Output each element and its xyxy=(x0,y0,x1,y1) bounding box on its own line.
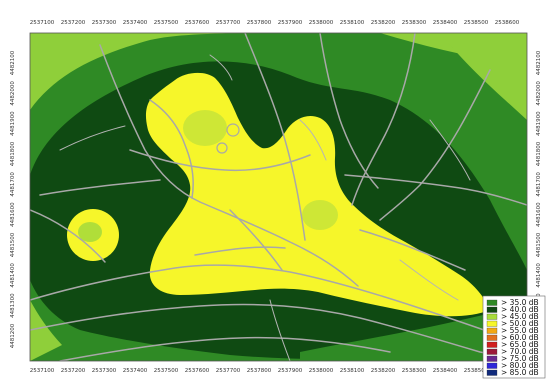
y-tick-label-left: 4481600 xyxy=(10,202,16,227)
x-tick-label-bottom: 2538000 xyxy=(309,368,334,374)
legend-label: > 50.0 dB xyxy=(501,319,539,328)
x-tick-label-top: 2537600 xyxy=(185,20,210,26)
legend-label: > 70.0 dB xyxy=(501,347,539,356)
x-tick-label-bottom: 2537100 xyxy=(30,368,55,374)
legend-swatch xyxy=(486,306,498,313)
y-tick-label-right: 4481600 xyxy=(536,202,542,227)
legend-swatch xyxy=(486,313,498,320)
y-tick-label-left: 4481500 xyxy=(10,232,16,257)
x-tick-label-top: 2538000 xyxy=(309,20,334,26)
legend-swatch xyxy=(486,341,498,348)
y-tick-label-left: 4481200 xyxy=(10,323,16,348)
y-tick-label-left: 4481300 xyxy=(10,293,16,318)
x-tick-label-top: 2537100 xyxy=(30,20,55,26)
x-tick-label-top: 2537300 xyxy=(92,20,117,26)
legend-swatch xyxy=(486,362,498,369)
legend-swatch xyxy=(486,320,498,327)
x-tick-label-top: 2538200 xyxy=(371,20,396,26)
x-tick-label-top: 2538100 xyxy=(340,20,365,26)
road-network xyxy=(30,33,527,361)
legend-label: > 85.0 dB xyxy=(501,368,539,377)
y-tick-label-right: 4482100 xyxy=(536,50,542,75)
legend-swatch xyxy=(486,334,498,341)
map-frame xyxy=(29,32,528,362)
y-tick-label-right: 4481800 xyxy=(536,141,542,166)
x-tick-label-bottom: 2538100 xyxy=(340,368,365,374)
x-axis-ticks-bottom: 2537100 2537200 2537300 2537400 2537500 25376… xyxy=(30,368,520,374)
x-tick-label-bottom: 2537200 xyxy=(61,368,86,374)
x-tick-label-bottom: 2538400 xyxy=(433,368,458,374)
zone-light-green-southwest xyxy=(30,300,62,361)
y-tick-label-left: 4481800 xyxy=(10,141,16,166)
zone-speckle-circle xyxy=(78,222,102,242)
x-tick-label-bottom: 2537500 xyxy=(154,368,179,374)
legend-label: > 45.0 dB xyxy=(501,312,539,321)
y-tick-label-left: 4481700 xyxy=(10,172,16,197)
y-tick-label-right: 4481700 xyxy=(536,172,542,197)
x-tick-label-top: 2538500 xyxy=(464,20,489,26)
x-tick-label-bottom: 2538200 xyxy=(371,368,396,374)
x-tick-label-bottom: 2538300 xyxy=(402,368,427,374)
x-tick-label-bottom: 2537900 xyxy=(278,368,303,374)
legend-label: > 60.0 dB xyxy=(501,333,539,342)
zone-yellow xyxy=(145,72,490,317)
legend-label: > 55.0 dB xyxy=(501,326,539,335)
x-tick-label-top: 2538400 xyxy=(433,20,458,26)
legend-label: > 75.0 dB xyxy=(501,354,539,363)
x-tick-label-bottom: 2537400 xyxy=(123,368,148,374)
y-tick-label-left: 4482000 xyxy=(10,81,16,106)
legend-swatch xyxy=(486,348,498,355)
x-tick-label-bottom: 2537600 xyxy=(185,368,210,374)
zone-speckle-north xyxy=(183,110,227,146)
legend-label: > 80.0 dB xyxy=(501,361,539,370)
x-tick-label-bottom: 2537300 xyxy=(92,368,117,374)
legend-swatch xyxy=(486,327,498,334)
y-tick-label-right: 4482000 xyxy=(536,81,542,106)
y-tick-label-right: 4481900 xyxy=(536,111,542,136)
legend-swatch xyxy=(486,355,498,362)
legend: > 35.0 dB> 40.0 dB> 45.0 dB> 50.0 dB> 55… xyxy=(482,295,546,379)
x-tick-label-top: 2537700 xyxy=(216,20,241,26)
x-tick-label-bottom: 2537700 xyxy=(216,368,241,374)
y-tick-label-left: 4482100 xyxy=(10,50,16,75)
x-tick-label-top: 2537500 xyxy=(154,20,179,26)
x-tick-label-top: 2537900 xyxy=(278,20,303,26)
x-tick-label-top: 2537200 xyxy=(61,20,86,26)
x-tick-label-top: 2537400 xyxy=(123,20,148,26)
y-tick-label-left: 4481400 xyxy=(10,263,16,288)
x-axis-ticks-top: 2537100 2537200 2537300 2537400 2537500 25376… xyxy=(30,20,520,26)
zone-speckle-center xyxy=(302,200,338,230)
y-tick-label-right: 4481400 xyxy=(536,263,542,288)
x-tick-label-bottom: 2537800 xyxy=(247,368,272,374)
y-tick-label-right: 4481500 xyxy=(536,232,542,257)
legend-label: > 40.0 dB xyxy=(501,305,539,314)
y-axis-ticks-left: 4482100 4482000 4481900 4481800 4481700 44816… xyxy=(10,50,16,348)
x-tick-label-bottom: 2538500 xyxy=(464,368,489,374)
x-tick-label-top: 2537800 xyxy=(247,20,272,26)
y-tick-label-left: 4481900 xyxy=(10,111,16,136)
zone-light-green-east xyxy=(440,33,527,120)
x-tick-label-top: 2538300 xyxy=(402,20,427,26)
map-area xyxy=(30,33,527,361)
legend-swatch xyxy=(486,369,498,376)
legend-swatch xyxy=(486,299,498,306)
legend-label: > 35.0 dB xyxy=(501,298,539,307)
legend-label: > 65.0 dB xyxy=(501,340,539,349)
x-tick-label-top: 2538600 xyxy=(495,20,520,26)
